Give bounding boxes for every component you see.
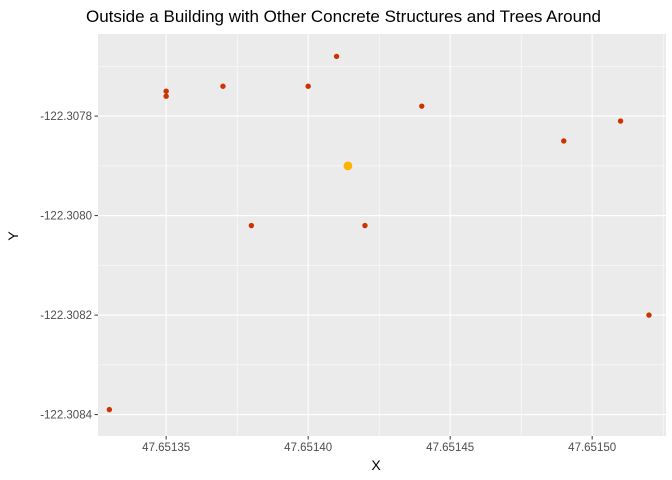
y-axis-title: Y — [5, 231, 21, 241]
chart-title: Outside a Building with Other Concrete S… — [86, 7, 601, 26]
y-tick-label: -122.3084 — [40, 410, 92, 422]
y-tick-label: -122.3082 — [40, 310, 92, 322]
data-point — [163, 93, 169, 99]
y-tick-label: -122.3080 — [40, 211, 92, 223]
data-point — [163, 88, 169, 94]
y-tick-label: -122.3078 — [40, 111, 92, 123]
data-point — [305, 83, 311, 89]
grid-major — [98, 34, 666, 436]
x-tick-label: 47.65140 — [284, 442, 332, 454]
plot-panel — [98, 34, 666, 436]
x-tick-label: 47.65135 — [142, 442, 190, 454]
x-tick-label: 47.65150 — [568, 442, 616, 454]
data-point — [362, 222, 368, 229]
y-axis-ticks: -122.3078 -122.3080 -122.3082 -122.3084 — [40, 111, 98, 422]
x-tick-label: 47.65145 — [426, 442, 474, 454]
data-point — [561, 138, 567, 144]
data-point — [617, 118, 624, 124]
data-point — [220, 83, 226, 89]
x-axis-title: X — [371, 457, 381, 473]
data-points — [106, 53, 652, 413]
data-point — [419, 103, 425, 109]
grid-minor — [98, 34, 666, 436]
data-point — [646, 312, 652, 318]
data-point — [333, 53, 340, 60]
data-point — [106, 406, 113, 413]
x-axis-ticks: 47.65135 47.65140 47.65145 47.65150 — [142, 436, 616, 454]
data-point — [248, 222, 255, 229]
highlight-point — [343, 161, 353, 171]
